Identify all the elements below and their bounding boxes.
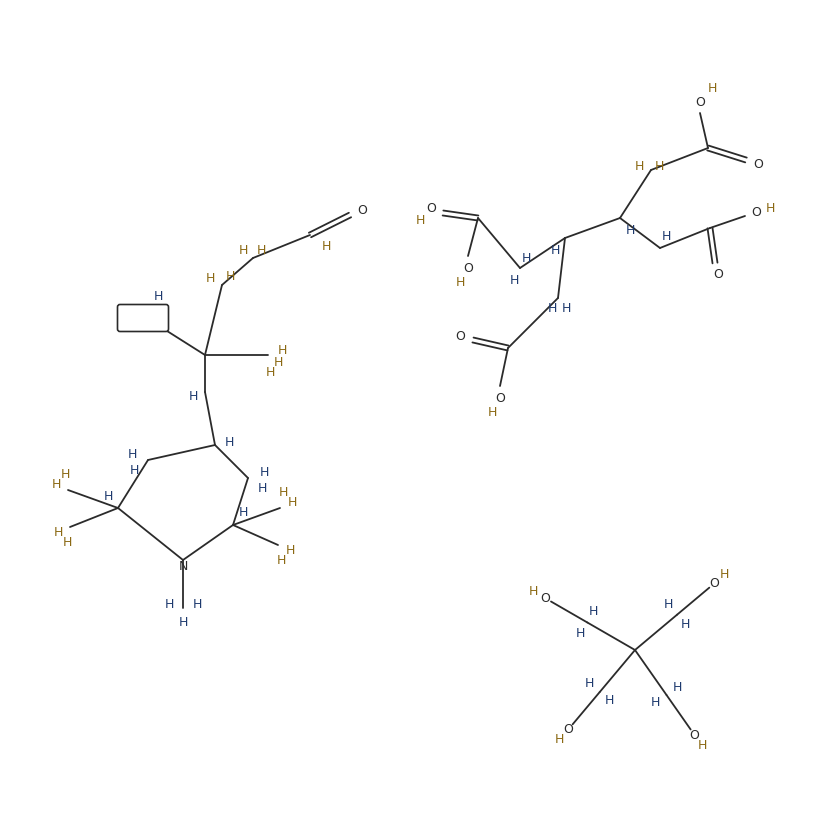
Text: H: H [654, 160, 663, 173]
Text: O: O [689, 729, 700, 742]
Text: H: H [278, 485, 288, 499]
Text: H: H [561, 302, 571, 314]
Text: O: O [710, 577, 720, 590]
Text: H: H [265, 366, 275, 380]
Text: H: H [277, 343, 287, 356]
Text: O: O [455, 330, 465, 342]
Text: H: H [529, 585, 538, 598]
Text: O: O [495, 391, 505, 405]
Text: H: H [164, 597, 174, 611]
Text: H: H [224, 436, 233, 450]
Text: O: O [463, 262, 473, 274]
Text: H: H [276, 554, 285, 568]
Text: H: H [259, 465, 268, 479]
Text: H: H [661, 229, 671, 243]
Text: H: H [547, 302, 557, 314]
Text: H: H [415, 214, 424, 228]
Text: H: H [238, 507, 248, 519]
Text: H: H [51, 478, 61, 490]
Text: H: H [154, 289, 163, 302]
Text: H: H [193, 597, 202, 611]
Text: H: H [128, 448, 137, 460]
Text: H: H [487, 406, 497, 420]
Text: H: H [634, 160, 644, 173]
Text: H: H [178, 616, 188, 628]
Text: H: H [60, 468, 70, 480]
Text: O: O [357, 204, 367, 217]
Text: H: H [651, 696, 661, 709]
Text: O: O [713, 268, 723, 281]
Text: H: H [256, 243, 266, 257]
Text: H: H [521, 252, 531, 264]
Text: H: H [273, 356, 283, 370]
Text: H: H [698, 740, 706, 752]
Text: H: H [550, 243, 559, 257]
Text: H: H [509, 273, 519, 287]
Text: H: H [189, 391, 198, 404]
Text: H: H [225, 271, 235, 283]
Text: H: H [589, 605, 598, 617]
Text: H: H [585, 677, 594, 691]
Text: O: O [426, 201, 436, 214]
Text: H: H [664, 598, 673, 611]
Text: O: O [695, 96, 705, 109]
Text: H: H [257, 481, 267, 494]
Text: H: H [63, 537, 72, 549]
Text: O: O [753, 158, 763, 170]
Text: H: H [720, 568, 729, 582]
Text: H: H [625, 224, 635, 237]
Text: H: H [287, 495, 297, 509]
Text: H: H [707, 81, 717, 95]
Text: H: H [321, 240, 331, 253]
Text: O: O [751, 205, 761, 219]
Text: H: H [672, 681, 682, 694]
Text: H: H [765, 201, 775, 214]
Text: H: H [129, 464, 139, 476]
Text: H: H [455, 276, 465, 288]
Text: O: O [563, 723, 573, 736]
Text: O: O [540, 592, 550, 604]
Text: H: H [555, 733, 564, 746]
Text: Acs: Acs [133, 313, 153, 323]
Text: H: H [605, 694, 615, 707]
Text: H: H [238, 243, 248, 257]
Text: H: H [285, 544, 294, 558]
Text: H: H [206, 273, 215, 286]
Text: H: H [680, 618, 690, 631]
Text: H: H [54, 527, 63, 539]
Text: H: H [576, 627, 585, 640]
Text: H: H [103, 489, 113, 503]
FancyBboxPatch shape [118, 304, 168, 332]
Text: N: N [178, 559, 188, 573]
